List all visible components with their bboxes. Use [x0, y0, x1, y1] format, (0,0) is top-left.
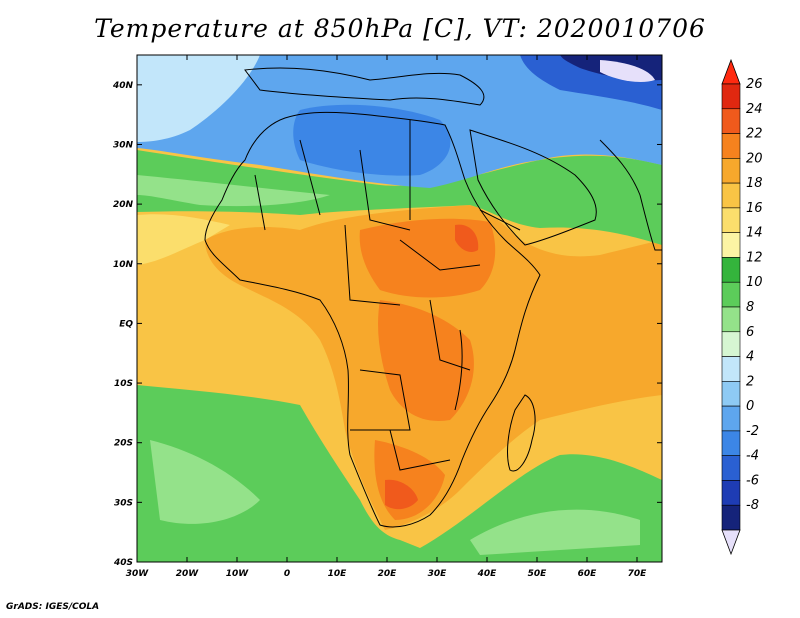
inner-border-3: [359, 149, 411, 231]
field-south-atlantic-pale: [150, 440, 260, 524]
lon-label: 30E: [428, 569, 448, 579]
india-coastline: [599, 139, 662, 251]
colorbar-swatch: [721, 133, 741, 159]
inner-border-9: [389, 429, 451, 471]
colorbar-label: 10: [746, 275, 763, 290]
colorbar-swatch: [721, 455, 741, 481]
lon-label: 0: [284, 569, 290, 579]
colorbar-label: 2: [746, 374, 754, 389]
inner-border-10: [479, 209, 521, 231]
colorbar-swatch: [721, 257, 741, 283]
inner-border-8: [350, 369, 411, 431]
colorbar-swatch: [721, 83, 741, 110]
lon-label: 40E: [477, 569, 498, 579]
colorbar-label: 4: [746, 350, 754, 365]
lat-label: 30S: [114, 498, 133, 508]
colorbar-swatch: [721, 207, 741, 233]
africa-coastline: [204, 111, 541, 528]
field-sahara-green: [137, 150, 662, 245]
lon-label: 70E: [628, 569, 648, 579]
colorbar-label: 24: [746, 102, 763, 117]
colorbar-cap-bottom: [721, 529, 741, 556]
lat-label: 10N: [113, 260, 134, 270]
field-north-pale-west: [137, 55, 260, 142]
lat-label: 20N: [113, 200, 134, 210]
colorbar-label: 16: [746, 201, 763, 216]
colorbar-swatch: [721, 356, 741, 382]
field-north-colder: [293, 104, 451, 176]
colorbar-swatch: [721, 405, 741, 432]
longitude-labels: 30W 20W 10W 0 10E 20E 30E 40E 50E 60E 70E: [126, 569, 647, 579]
colorbar-swatch: [721, 182, 741, 209]
colorbar-swatch: [721, 504, 741, 531]
colorbar-label: 20: [746, 151, 763, 166]
colorbar-label: -2: [746, 424, 759, 439]
field-africa-hottest-south: [385, 479, 418, 510]
plot-frame: [136, 54, 663, 563]
lat-label: 40S: [113, 558, 133, 568]
lat-label: 10S: [114, 379, 133, 389]
colorbar-swatch: [721, 480, 741, 506]
colorbar-label: 18: [746, 176, 763, 191]
lat-label: 40N: [112, 81, 134, 91]
inner-border-5: [344, 224, 401, 306]
madagascar-coastline: [507, 394, 536, 472]
lat-label: 20S: [114, 439, 133, 449]
field-south-indian-pale: [470, 509, 640, 555]
inner-border-6: [399, 239, 481, 271]
inner-border-1: [254, 174, 266, 231]
coastlines: [204, 67, 662, 528]
colorbar-swatch: [721, 306, 741, 333]
colorbar-swatch: [721, 158, 741, 184]
axis-ticks: [136, 55, 662, 563]
field-africa-hottest-east: [455, 224, 479, 252]
lon-label: 60E: [578, 569, 598, 579]
colorbar-label: 0: [746, 399, 754, 414]
field-africa-hot-central: [378, 300, 474, 421]
colorbar-label: -4: [746, 449, 759, 464]
temperature-map: [137, 55, 662, 562]
colorbar-swatch: [721, 108, 741, 134]
field-sahara-pale: [137, 175, 330, 207]
latitude-labels: 40N 30N 20N 10N EQ 10S 20S 30S 40S: [112, 81, 134, 568]
colorbar-label: -6: [746, 473, 759, 488]
colorbar-label: -8: [746, 498, 759, 513]
colorbar-swatch: [721, 331, 741, 357]
colorbar-label: 12: [746, 250, 763, 265]
lon-label: 10W: [226, 569, 250, 579]
colorbar-label: 26: [746, 77, 763, 92]
colorbar-label: 6: [746, 325, 754, 340]
field-tropical-atlantic: [137, 214, 230, 265]
colorbar-label: 8: [746, 300, 754, 315]
footer-credit: GrADS: IGES/COLA: [6, 602, 100, 612]
europe-coastline: [244, 67, 485, 106]
lon-label: 20E: [378, 569, 398, 579]
arabia-coastline: [469, 129, 597, 246]
colorbar-swatch: [721, 281, 741, 308]
lon-label: 50E: [528, 569, 548, 579]
colorbar-label: 14: [746, 226, 763, 241]
colorbar-swatch: [721, 232, 741, 258]
inner-border-2: [299, 139, 321, 216]
inner-border-7: [429, 299, 471, 371]
lon-label: 30W: [126, 569, 150, 579]
lat-label: EQ: [119, 319, 133, 329]
colorbar-label: 22: [746, 127, 763, 142]
inner-border-11: [454, 329, 463, 411]
field-north-pale-patch: [600, 60, 655, 83]
lon-label: 20W: [176, 569, 200, 579]
lon-label: 10E: [328, 569, 348, 579]
lat-label: 30N: [113, 140, 134, 150]
field-africa-hot-north: [359, 218, 496, 298]
chart-title: Temperature at 850hPa [C], VT: 202001070…: [94, 14, 706, 43]
colorbar-swatch: [721, 430, 741, 456]
colorbar-cap-top: [721, 58, 741, 85]
colorbar-swatch: [721, 381, 741, 407]
